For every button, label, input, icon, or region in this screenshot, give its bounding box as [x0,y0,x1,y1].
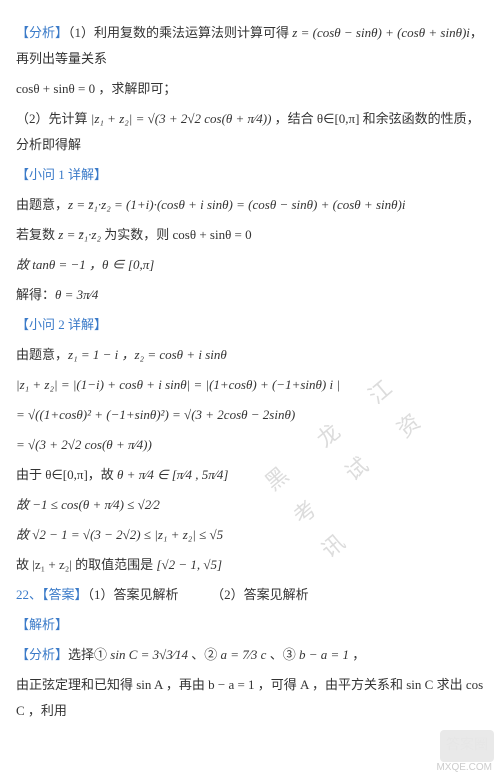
s1-d: ， [349,647,365,662]
r5: 由于 θ∈[0,π]，故 θ + π⁄4 ∈ [π⁄4 , 5π⁄4] [16,462,484,488]
ans22-num: 22、 [16,587,42,602]
ans22-a: （1）答案见解析 [88,587,179,602]
analysis-para: 【分析】（1）利用复数的乘法运算法则计算可得 z = (cosθ − sinθ)… [16,20,484,72]
explain-label: 【解析】 [16,612,484,638]
analysis-label-2: 【分析】 [16,647,68,662]
ans22-label: 【答案】 [42,587,88,602]
answer-22: 22、【答案】（1）答案见解析 （2）答案见解析 [16,582,484,608]
q2: 若复数 z = z̄₁·z₂ 为实数，则 cosθ + sinθ = 0 [16,222,484,248]
q4-eq: θ = 3π⁄4 [55,287,98,302]
p3-a: （2）先计算 [16,111,91,126]
r1-eq: z₁ = 1 − i ，z₂ = cosθ + i sinθ [68,347,227,362]
q1-eq: z = z̄₁·z₂ = (1+i)·(cosθ + i sinθ) = (co… [68,197,405,212]
r5-a: 由于 θ∈[0,π]，故 [16,467,117,482]
q4: 解得：θ = 3π⁄4 [16,282,484,308]
r8-eq: [√2 − 1, √5] [156,557,222,572]
p3: （2）先计算 |z₁ + z₂| = √(3 + 2√2 cos(θ + π⁄4… [16,106,484,158]
p1-eq: z = (cosθ − sinθ) + (cosθ + sinθ)i [292,25,470,40]
ans22-b: （2）答案见解析 [218,587,309,602]
s1-eq2: a = 7⁄3 c [220,647,266,662]
s1-eq3: b − a = 1 [299,647,349,662]
s1-eq1: sin C = 3√3⁄14 [110,647,188,662]
q4-a: 解得： [16,287,55,302]
q2-b: 为实数，则 cosθ + sinθ = 0 [101,227,252,242]
p3-mod: |z₁ + z₂| = √(3 + 2√2 cos(θ + π⁄4)) [91,111,272,126]
s1-a: 选择① [68,647,110,662]
q2-a: 若复数 [16,227,58,242]
r7: 故 √2 − 1 = √(3 − 2√2) ≤ |z₁ + z₂| ≤ √5 [16,522,484,548]
s2: 由正弦定理和已知得 sin A ，再由 b − a = 1 ，可得 A ，由平方… [16,672,484,724]
q1-a: 由题意， [16,197,68,212]
sub2-label: 【小问 2 详解】 [16,312,484,338]
s1: 【分析】选择① sin C = 3√3⁄14 、② a = 7⁄3 c 、③ b… [16,642,484,668]
sub1-label: 【小问 1 详解】 [16,162,484,188]
analysis-label: 【分析】 [16,25,68,40]
r3: = √((1+cosθ)² + (−1+sinθ)²) = √(3 + 2cos… [16,402,484,428]
r1-a: 由题意， [16,347,68,362]
q1: 由题意，z = z̄₁·z₂ = (1+i)·(cosθ + i sinθ) =… [16,192,484,218]
p2: cosθ + sinθ = 0 ，求解即可； [16,76,484,102]
r5-eq: θ + π⁄4 ∈ [π⁄4 , 5π⁄4] [117,467,228,482]
q2-eq: z = z̄₁·z₂ [58,227,101,242]
p1-a: （1）利用复数的乘法运算法则计算可得 [68,25,292,40]
r8-a: 故 |z₁ + z₂| 的取值范围是 [16,557,156,572]
r1: 由题意，z₁ = 1 − i ，z₂ = cosθ + i sinθ [16,342,484,368]
r6: 故 −1 ≤ cos(θ + π⁄4) ≤ √2⁄2 [16,492,484,518]
ans22-gap [179,587,218,602]
footer-url: MXQE.COM [436,758,492,778]
r2: |z₁ + z₂| = |(1−i) + cosθ + i sinθ| = |(… [16,372,484,398]
s1-c: 、③ [266,647,299,662]
r8: 故 |z₁ + z₂| 的取值范围是 [√2 − 1, √5] [16,552,484,578]
s1-b: 、② [188,647,221,662]
r4: = √(3 + 2√2 cos(θ + π⁄4)) [16,432,484,458]
q3: 故 tanθ = −1 ，θ ∈ [0,π] [16,252,484,278]
